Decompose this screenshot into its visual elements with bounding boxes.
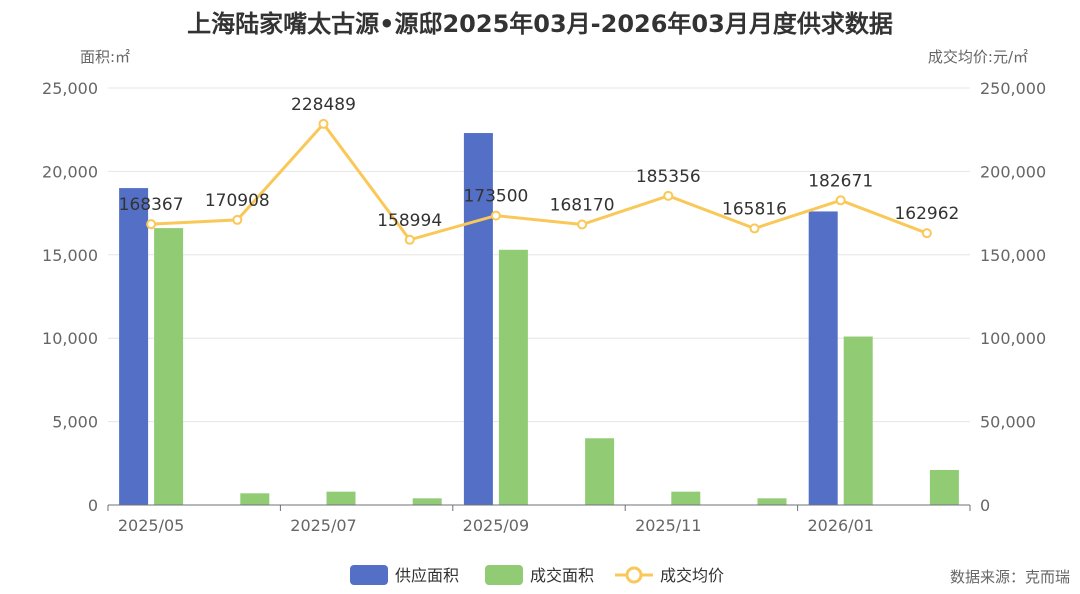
bar-deal: [671, 491, 701, 505]
price-label: 170908: [205, 191, 270, 211]
left-axis: 0 5,000 10,000 15,000 20,000 25,000: [42, 79, 98, 515]
price-label: 182671: [808, 171, 873, 191]
bar-deal: [757, 498, 787, 505]
legend-label: 供应面积: [395, 566, 459, 585]
chart-title: 上海陆家嘴太古源•源邸2025年03月-2026年03月月度供求数据: [187, 10, 893, 38]
legend-swatch: [485, 565, 523, 585]
bar-deal: [585, 438, 615, 505]
price-point: [146, 219, 157, 230]
bar-deal: [929, 469, 959, 505]
x-tick-label: 2025/09: [463, 516, 529, 535]
price-label: 162962: [894, 204, 959, 224]
x-tick-label: 2025/11: [635, 516, 701, 535]
bar-deal: [498, 249, 528, 505]
price-point: [232, 214, 243, 225]
legend-label: 成交面积: [530, 566, 594, 585]
left-tick-label: 20,000: [42, 162, 98, 181]
price-point: [404, 234, 415, 245]
price-label: 165816: [722, 199, 787, 219]
legend-item[interactable]: 成交均价: [615, 566, 724, 585]
legend-swatch-marker: [625, 566, 643, 584]
source-note: 数据来源：克而瑞: [950, 568, 1070, 586]
left-tick-label: 15,000: [42, 246, 98, 265]
bar-supply: [463, 133, 493, 505]
line-series: 168367 170908 228489 158994 173500 168170 1853…: [119, 95, 959, 245]
bar-supply: [808, 211, 838, 505]
legend-item[interactable]: 供应面积: [350, 565, 459, 585]
price-point: [490, 210, 501, 221]
price-label: 173500: [463, 187, 528, 207]
left-tick-label: 25,000: [42, 79, 98, 98]
right-axis-title: 成交均价:元/㎡: [928, 48, 1028, 66]
price-point: [663, 190, 674, 201]
price-label: 185356: [636, 167, 701, 187]
right-tick-label: 150,000: [980, 246, 1046, 265]
right-tick-label: 100,000: [980, 329, 1046, 348]
x-axis: 2025/05 2025/07 2025/09 2025/11 2026/01: [107, 504, 971, 535]
legend-swatch: [350, 565, 388, 585]
left-axis-title: 面积:㎡: [80, 48, 130, 66]
bar-deal: [326, 491, 356, 505]
bar-deal: [154, 228, 184, 505]
grid-layer: [108, 87, 970, 423]
price-label: 228489: [291, 95, 356, 115]
legend-item[interactable]: 成交面积: [485, 565, 594, 585]
x-tick-label: 2026/01: [807, 516, 873, 535]
price-point: [577, 219, 588, 230]
legend[interactable]: 供应面积 成交面积 成交均价: [350, 565, 724, 585]
price-label: 158994: [377, 211, 442, 231]
left-tick-label: 0: [88, 496, 98, 515]
x-tick-label: 2025/05: [118, 516, 184, 535]
price-label: 168170: [550, 195, 615, 215]
price-point: [749, 223, 760, 234]
right-tick-label: 0: [980, 496, 990, 515]
price-line: [151, 121, 928, 242]
left-tick-label: 10,000: [42, 329, 98, 348]
bar-supply: [119, 188, 149, 505]
bar-deal: [412, 498, 442, 505]
right-tick-label: 50,000: [980, 413, 1036, 432]
right-tick-label: 250,000: [980, 79, 1046, 98]
right-tick-label: 200,000: [980, 162, 1046, 181]
left-tick-label: 5,000: [52, 413, 98, 432]
bar-deal: [240, 493, 270, 505]
price-label: 168367: [119, 195, 184, 215]
bar-deal: [843, 336, 873, 505]
bars: [119, 133, 959, 505]
price-point: [921, 228, 932, 239]
legend-label: 成交均价: [660, 566, 724, 585]
price-point: [318, 118, 329, 129]
right-axis: 0 50,000 100,000 150,000 200,000 250,000: [980, 79, 1046, 515]
x-tick-label: 2025/07: [290, 516, 356, 535]
price-point: [835, 195, 846, 206]
